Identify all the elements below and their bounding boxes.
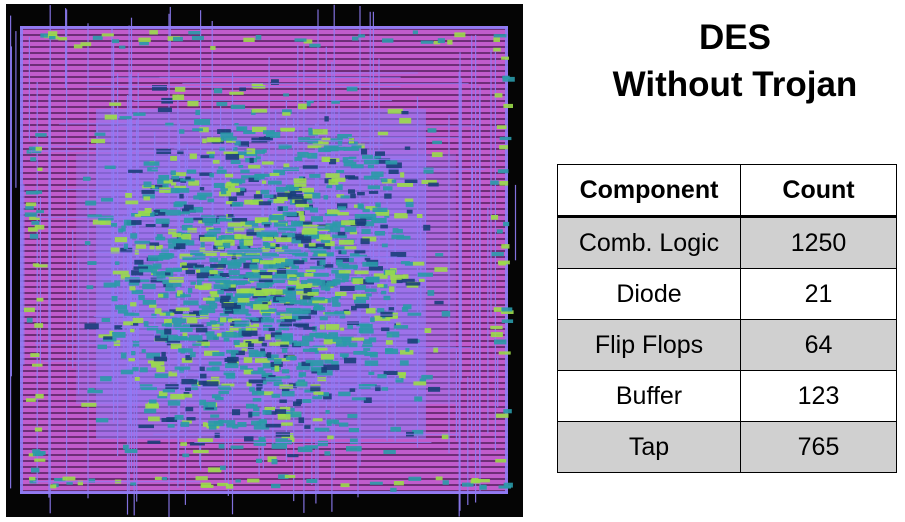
- title-line-1: DES: [699, 18, 771, 57]
- table-row: Tap 765: [557, 421, 897, 473]
- chip-layout-image: [6, 4, 523, 517]
- row-count: 1250: [740, 216, 897, 269]
- table-row: Buffer 123: [557, 370, 897, 422]
- row-component: Tap: [557, 421, 741, 473]
- row-count: 765: [740, 421, 897, 473]
- row-count: 123: [740, 370, 897, 422]
- header-count: Count: [740, 164, 897, 218]
- slide-title: DES Without Trojan: [575, 14, 895, 108]
- table-row: Flip Flops 64: [557, 319, 897, 371]
- row-component: Diode: [557, 268, 741, 320]
- table-row: Comb. Logic 1250: [557, 216, 897, 269]
- row-count: 64: [740, 319, 897, 371]
- header-component: Component: [557, 164, 741, 218]
- row-component: Buffer: [557, 370, 741, 422]
- table-row: Diode 21: [557, 268, 897, 320]
- row-count: 21: [740, 268, 897, 320]
- chip-layout-render: [6, 4, 523, 517]
- row-component: Flip Flops: [557, 319, 741, 371]
- table-header-row: Component Count: [557, 164, 897, 218]
- component-count-table: Component Count Comb. Logic 1250 Diode 2…: [557, 164, 897, 473]
- row-component: Comb. Logic: [557, 216, 741, 269]
- title-line-2: Without Trojan: [612, 65, 858, 104]
